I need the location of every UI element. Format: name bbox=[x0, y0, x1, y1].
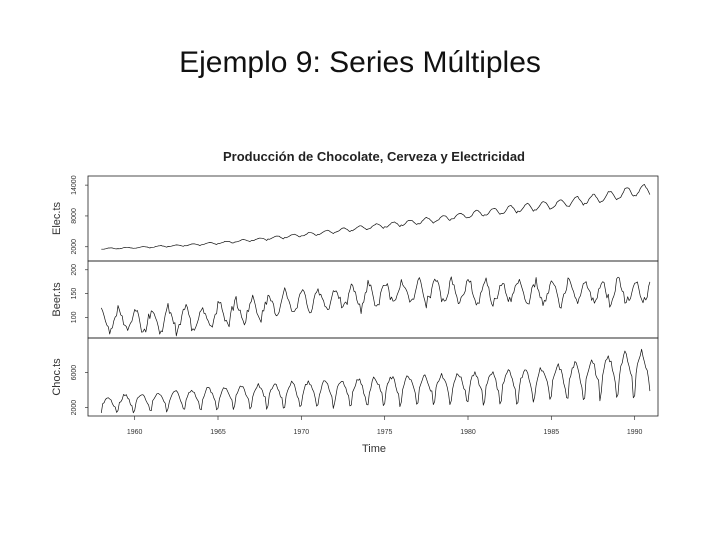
panel-frame bbox=[87, 337, 659, 417]
series-line-choc-ts bbox=[100, 348, 651, 414]
x-tick-label: 1985 bbox=[544, 429, 560, 436]
series-line-elec-ts bbox=[101, 184, 651, 250]
y-tick-label: 150 bbox=[71, 288, 78, 300]
x-tick-label: 1975 bbox=[377, 429, 393, 436]
panel-elec-ts: 2000 8000 14000 Elec.ts bbox=[51, 175, 659, 262]
chart-title: Producción de Chocolate, Cerveza y Elect… bbox=[223, 149, 525, 164]
y-axis-label: Choc.ts bbox=[51, 358, 63, 396]
series-line-beer-ts bbox=[100, 276, 651, 337]
y-tick-label: 200 bbox=[71, 264, 78, 276]
y-tick-label: 14000 bbox=[71, 175, 78, 195]
x-tick-label: 1970 bbox=[294, 429, 310, 436]
panel-choc-ts: 2000 6000 Choc.ts bbox=[51, 337, 659, 417]
y-axis-label: Elec.ts bbox=[51, 201, 63, 235]
panel-beer-ts: 100 150 200 Beer.ts bbox=[51, 260, 659, 339]
panel-frame bbox=[87, 260, 659, 339]
y-tick-label: 8000 bbox=[71, 208, 78, 224]
y-tick-label: 100 bbox=[71, 311, 78, 323]
y-tick-label: 6000 bbox=[71, 365, 78, 381]
y-tick-label: 2000 bbox=[71, 239, 78, 255]
y-axis-label: Beer.ts bbox=[51, 282, 63, 317]
x-axis: 1960 1965 1970 1975 1980 1985 1990 bbox=[127, 416, 643, 436]
x-tick-label: 1960 bbox=[127, 429, 143, 436]
x-tick-label: 1980 bbox=[460, 429, 476, 436]
panel-frame bbox=[87, 175, 659, 262]
chart-panels: 2000 8000 14000 Elec.ts 100 150 200 Beer.ts 2000… bbox=[51, 175, 659, 417]
x-axis-label: Time bbox=[362, 443, 386, 455]
x-tick-label: 1965 bbox=[210, 429, 226, 436]
y-tick-label: 2000 bbox=[71, 400, 78, 416]
slide-title: Ejemplo 9: Series Múltiples bbox=[179, 46, 541, 79]
x-tick-label: 1990 bbox=[627, 429, 643, 436]
